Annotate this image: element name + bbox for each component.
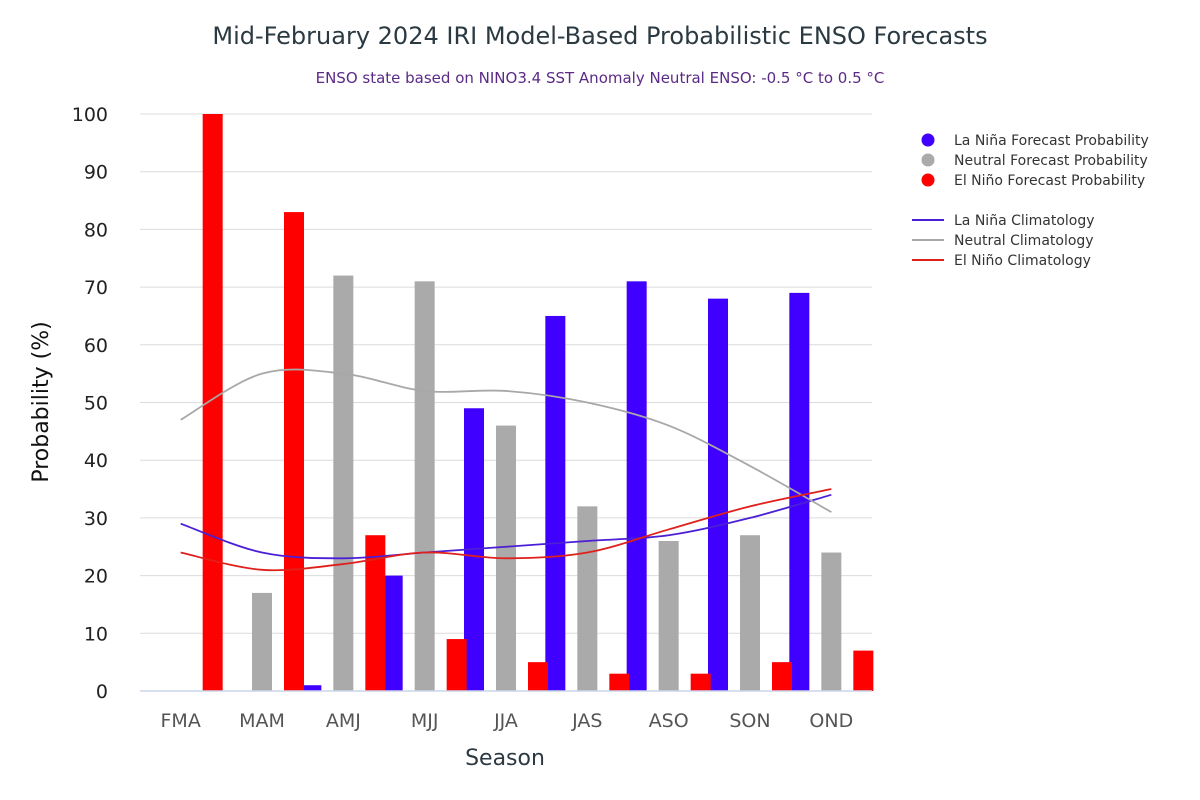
neutral-forecast-probability-bar <box>658 540 679 691</box>
legend-label: La Niña Forecast Probability <box>954 133 1149 149</box>
neutral-forecast-probability-bar <box>821 552 842 691</box>
y-tick-label: 70 <box>84 277 108 299</box>
la-nina-climatology-line <box>180 493 832 560</box>
neutral-forecast-probability-bar <box>577 506 598 691</box>
el-nino-forecast-probability-bar <box>690 673 711 691</box>
climatology-lines <box>180 368 832 572</box>
neutral-forecast-probability-bar <box>252 592 272 691</box>
la-nina-forecast-probability-bar <box>789 292 810 691</box>
la-nina-forecast-probability-bar <box>545 315 566 691</box>
neutral-climatology-line <box>180 368 832 513</box>
legend-label: Neutral Climatology <box>954 233 1094 249</box>
legend-label: La Niña Climatology <box>954 213 1095 229</box>
x-tick-label: FMA <box>161 710 201 732</box>
el-nino-climatology-line <box>180 488 832 572</box>
neutral-forecast-probability-bar <box>740 535 760 691</box>
y-tick-label: 40 <box>84 450 108 472</box>
y-tick-label: 20 <box>84 566 108 588</box>
neutral-forecast-probability-legend-marker <box>921 153 935 167</box>
y-tick-label: 50 <box>84 393 108 415</box>
el-nino-forecast-probability-bar <box>446 639 467 691</box>
y-tick-label: 60 <box>84 335 108 357</box>
chart-subtitle: ENSO state based on NINO3.4 SST Anomaly … <box>316 69 885 87</box>
gridlines <box>140 113 872 634</box>
x-axis-ticks: FMA MAM AMJ MJJ JJA JAS ASO SON OND <box>161 710 854 732</box>
la-nina-forecast-probability-bar <box>382 575 403 691</box>
x-axis-label: Season <box>465 746 545 771</box>
x-tick-label: OND <box>809 710 853 732</box>
x-tick-label: JAS <box>571 710 602 732</box>
x-tick-label: AMJ <box>326 710 361 732</box>
x-tick-label: MJJ <box>411 710 439 732</box>
legend-label: El Niño Climatology <box>954 253 1091 269</box>
la-nina-forecast-probability-bar <box>708 298 728 691</box>
legend-label: Neutral Forecast Probability <box>954 153 1148 169</box>
el-nino-forecast-probability-bar <box>772 662 792 691</box>
la-nina-forecast-probability-bar <box>626 281 647 691</box>
neutral-forecast-probability-bar <box>414 281 435 691</box>
y-tick-label: 100 <box>72 104 108 126</box>
y-tick-label: 90 <box>84 162 108 184</box>
el-nino-forecast-probability-bar <box>284 212 304 691</box>
el-nino-forecast-probability-bar <box>609 673 630 691</box>
legend: La Niña Forecast Probability Neutral Fore… <box>912 133 1149 269</box>
y-axis-ticks: 0 10 20 30 40 50 60 70 80 90 100 <box>72 104 108 703</box>
bars <box>202 114 874 691</box>
y-tick-label: 80 <box>84 219 108 241</box>
x-tick-label: JJA <box>493 710 518 732</box>
x-tick-label: MAM <box>239 710 285 732</box>
y-tick-label: 10 <box>84 623 108 645</box>
neutral-forecast-probability-bar <box>333 275 354 691</box>
y-tick-label: 30 <box>84 508 108 530</box>
la-nina-forecast-probability-legend-marker <box>921 133 935 147</box>
y-tick-label: 0 <box>96 681 108 703</box>
x-tick-label: SON <box>729 710 770 732</box>
el-nino-forecast-probability-bar <box>365 535 386 691</box>
el-nino-forecast-probability-bar <box>528 662 548 691</box>
el-nino-forecast-probability-bar <box>202 114 223 691</box>
x-tick-label: ASO <box>649 710 689 732</box>
la-nina-forecast-probability-bar <box>301 685 322 691</box>
y-axis-label: Probability (%) <box>29 321 54 482</box>
el-nino-forecast-probability-legend-marker <box>921 173 935 187</box>
legend-label: El Niño Forecast Probability <box>954 173 1145 189</box>
chart-title: Mid-February 2024 IRI Model-Based Probab… <box>212 22 987 50</box>
el-nino-forecast-probability-bar <box>853 650 874 691</box>
